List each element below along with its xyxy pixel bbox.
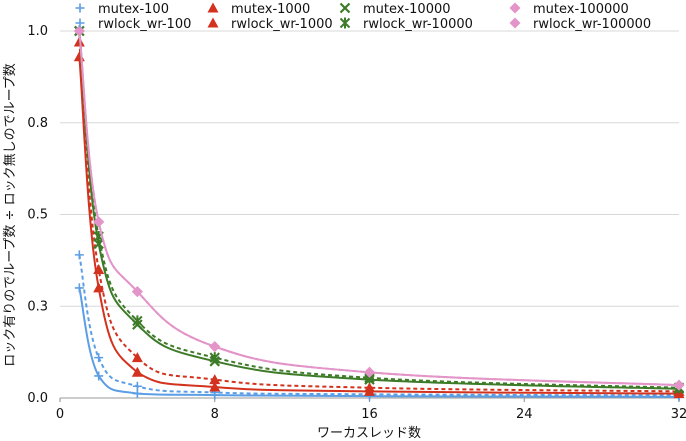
x-tick-label: 16 [361,407,378,422]
data-point [131,366,143,377]
legend-item: mutex-10000 [339,2,451,17]
legend-label: rwlock_wr-100000 [533,17,651,32]
data-point [131,352,143,363]
legend-item: rwlock_wr-100000 [509,17,651,32]
data-point [364,366,375,378]
legend-item: rwlock_wr-100 [75,17,191,32]
data-point [673,379,685,391]
data-point [75,3,85,13]
data-point [209,374,221,385]
legend-item: rwlock_wr-10000 [339,17,473,32]
series-line [78,30,680,390]
data-point [364,382,375,393]
series-mutex-10000 [74,25,685,395]
series-line [78,30,680,387]
y-tick-label: 0.5 [27,208,48,223]
y-tick-label: 0.8 [27,116,48,131]
y-tick-label: 0.3 [27,299,48,314]
data-point [94,371,104,381]
series-line [78,56,680,395]
legend-label: rwlock_wr-10000 [363,17,473,32]
x-tick-label: 8 [211,407,219,422]
series-group [73,25,685,402]
grid-lines [60,30,679,399]
y-tick-label: 0.0 [27,391,48,406]
data-point [132,381,142,391]
data-point [209,341,221,353]
series-rwlock_wr-100000 [73,25,685,391]
series-mutex-100000 [73,25,685,391]
x-tick-label: 24 [516,407,533,422]
legend-item: mutex-100000 [509,2,629,17]
data-point [339,17,351,29]
data-point [209,381,221,392]
data-point [509,17,521,29]
series-line [78,41,680,393]
x-tick-label: 0 [56,407,64,422]
series-line [78,30,680,387]
x-tick-label: 32 [671,407,686,422]
data-point [209,352,220,364]
series-rwlock_wr-10000 [74,25,685,394]
legend-label: mutex-10000 [363,2,451,17]
legend: mutex-100rwlock_wr-100mutex-1000rwlock_w… [75,2,651,32]
x-axis-label: ワーカスレッド数 [317,426,421,441]
x-tick-labels: 0 8 16 24 32 [56,407,686,422]
data-point [131,286,143,298]
data-point [75,18,85,28]
legend-item: mutex-1000 [207,2,310,17]
series-rwlock_wr-1000 [73,36,685,396]
legend-label: rwlock_wr-1000 [231,17,333,32]
legend-item: rwlock_wr-1000 [207,17,333,32]
data-point [93,282,105,293]
data-point [93,216,105,228]
data-point [93,264,105,275]
legend-label: rwlock_wr-100 [98,17,191,32]
series-line [78,30,680,389]
data-point [74,250,84,260]
y-tick-label: 1.0 [27,24,48,39]
legend-label: mutex-1000 [231,2,310,17]
y-axis-label: ロック有りのでループ数 ÷ ロック無しのでループ数 [3,63,18,367]
y-tick-labels: 0.0 0.3 0.5 0.8 1.0 [27,24,48,406]
data-point [94,353,104,363]
data-point [132,315,143,327]
data-point [339,2,351,14]
legend-label: mutex-100 [98,2,169,17]
legend-label: mutex-100000 [533,2,629,17]
data-point [207,17,219,28]
data-point [207,2,219,13]
data-point [73,25,85,37]
data-point [74,283,84,293]
data-point [509,2,521,14]
legend-item: mutex-100 [75,2,169,17]
